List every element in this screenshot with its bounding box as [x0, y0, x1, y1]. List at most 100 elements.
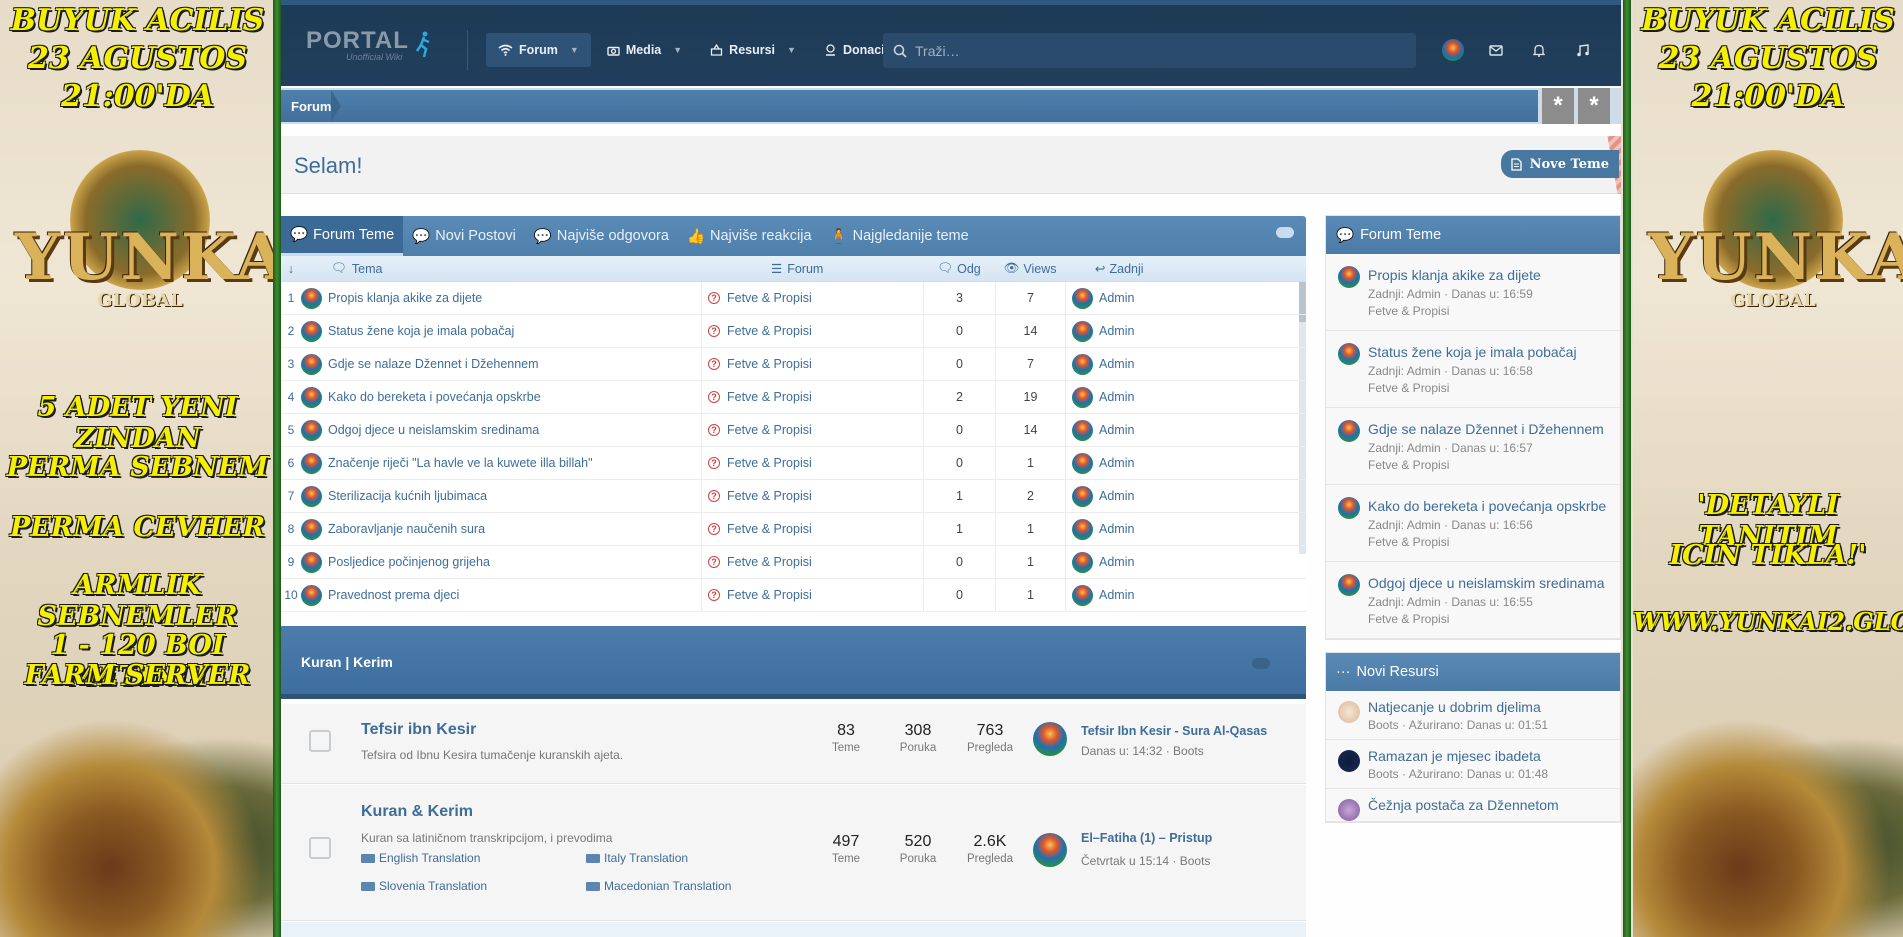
avatar[interactable] — [1033, 833, 1067, 867]
thread-forum[interactable]: Fetve & Propisi — [727, 456, 812, 470]
sublink-english[interactable]: English Translation — [361, 851, 480, 865]
thread-forum[interactable]: Fetve & Propisi — [727, 555, 812, 569]
sidebar-thread-title[interactable]: Odgoj djece u neislamskim sredinama — [1368, 575, 1605, 591]
sort-icon[interactable]: ↓ — [287, 261, 295, 276]
thread-forum[interactable]: Fetve & Propisi — [727, 390, 812, 404]
node-title[interactable]: Kuran & Kerim — [361, 803, 474, 820]
thread-title[interactable]: Pravednost prema djeci — [328, 588, 460, 602]
avatar[interactable] — [1033, 722, 1067, 756]
sublink-italy[interactable]: Italy Translation — [586, 851, 688, 865]
table-row[interactable]: 5 Odgoj djece u neislamskim sredinama? Fet… — [281, 414, 1306, 447]
tab-najvise-reakcija[interactable]: 👍 Najviše reakcija — [686, 228, 812, 245]
table-row[interactable]: 6 Značenje riječi "La havle ve la kuwete … — [281, 447, 1306, 480]
last-poster[interactable]: Admin — [1099, 291, 1135, 305]
thread-title[interactable]: Sterilizacija kućnih ljubimaca — [328, 489, 488, 503]
header-views[interactable]: 👁 Views — [1003, 261, 1057, 276]
thread-title[interactable]: Gdje se nalaze Džennet i Džehennem — [328, 357, 539, 371]
thread-forum[interactable]: Fetve & Propisi — [727, 489, 812, 503]
portal-logo[interactable]: PORTAL Unofficial Wiki — [306, 27, 430, 67]
avatar[interactable] — [1072, 551, 1093, 573]
table-row[interactable]: 7 Sterilizacija kućnih ljubimaca? Fetve & … — [281, 480, 1306, 513]
chevron-down-icon[interactable]: ▼ — [787, 45, 796, 55]
thread-title[interactable]: Zaboravljanje naučenih sura — [328, 522, 486, 536]
search-bar[interactable] — [883, 33, 1416, 68]
table-row[interactable]: 4 Kako do bereketa i povećanja opskrbe? Fe… — [281, 381, 1306, 414]
sidebar-thread-item[interactable]: Status žene koja je imala pobačaj Zadnji:… — [1326, 331, 1620, 408]
new-threads-button[interactable]: Nove Teme — [1500, 150, 1619, 178]
thread-forum[interactable]: Fetve & Propisi — [727, 588, 812, 602]
chevron-down-icon[interactable]: ▼ — [569, 45, 579, 55]
avatar[interactable] — [301, 452, 322, 474]
table-row[interactable]: 1 Propis klanja akike za dijete? Fetve & P… — [281, 282, 1306, 315]
header-zadnji[interactable]: ↩ Zadnji — [1095, 261, 1144, 277]
avatar[interactable] — [1072, 518, 1093, 540]
right-ad-banner[interactable]: BUYUK ACILIS 23 AGUSTOS 21:00'DA YUNKAI … — [1633, 0, 1903, 937]
last-poster[interactable]: Admin — [1099, 522, 1135, 536]
avatar[interactable] — [1072, 287, 1093, 309]
sidebar-resource-item[interactable]: Ramazan je mjesec ibadeta Boots · Ažurira… — [1326, 740, 1620, 789]
envelope-icon[interactable] — [1485, 39, 1507, 61]
music-icon[interactable] — [1571, 39, 1593, 61]
star-button-1[interactable]: * — [1542, 88, 1574, 124]
last-poster[interactable]: Admin — [1099, 489, 1135, 503]
category-collapse-toggle[interactable] — [1252, 658, 1270, 669]
sidebar-thread-forum[interactable]: Fetve & Propisi — [1368, 304, 1450, 318]
sidebar-thread-title[interactable]: Gdje se nalaze Džennet i Džehennem — [1368, 421, 1604, 437]
tab-najgledanije-teme[interactable]: 🧍 Najgledanije teme — [829, 228, 969, 245]
avatar[interactable] — [1072, 353, 1093, 375]
thread-title[interactable]: Propis klanja akike za dijete — [328, 291, 483, 305]
last-post-title[interactable]: Tefsir Ibn Kesir - Sura Al-Qasas — [1081, 724, 1268, 738]
table-scrollbar[interactable] — [1299, 282, 1306, 554]
avatar[interactable] — [301, 386, 322, 408]
sidebar-thread-title[interactable]: Propis klanja akike za dijete — [1368, 267, 1541, 283]
tab-forum-teme[interactable]: 💬 Forum Teme — [281, 216, 404, 256]
thread-title[interactable]: Posljedice počinjenog grijeha — [328, 555, 490, 569]
sidebar-thread-forum[interactable]: Fetve & Propisi — [1368, 535, 1450, 549]
last-poster[interactable]: Admin — [1099, 456, 1135, 470]
table-row[interactable]: 8 Zaboravljanje naučenih sura? Fetve & Pro… — [281, 513, 1306, 546]
bell-icon[interactable] — [1528, 39, 1550, 61]
thread-forum[interactable]: Fetve & Propisi — [727, 423, 812, 437]
last-poster[interactable]: Admin — [1099, 423, 1135, 437]
last-poster[interactable]: Admin — [1099, 588, 1135, 602]
avatar[interactable] — [301, 287, 322, 309]
thread-title[interactable]: Status žene koja je imala pobačaj — [328, 324, 515, 338]
avatar[interactable] — [301, 320, 322, 342]
sidebar-thread-forum[interactable]: Fetve & Propisi — [1368, 458, 1450, 472]
nav-donacije[interactable]: Donacije — [812, 33, 907, 67]
chevron-down-icon[interactable]: ▼ — [673, 45, 683, 55]
last-poster[interactable]: Admin — [1099, 324, 1135, 338]
nav-resursi[interactable]: Resursi ▼ — [698, 33, 808, 67]
table-row[interactable]: 2 Status žene koja je imala pobačaj? Fetve… — [281, 315, 1306, 348]
sidebar-resource-title[interactable]: Natjecanje u dobrim djelima — [1368, 699, 1541, 715]
thread-title[interactable]: Značenje riječi "La havle ve la kuwete i… — [328, 456, 593, 470]
sublink-slovenia[interactable]: Slovenia Translation — [361, 879, 487, 893]
thread-forum[interactable]: Fetve & Propisi — [727, 324, 812, 338]
sidebar-thread-item[interactable]: Kako do bereketa i povećanja opskrbe Zadn… — [1326, 485, 1620, 562]
category-title[interactable]: Kuran | Kerim — [301, 654, 393, 670]
last-poster[interactable]: Admin — [1099, 357, 1135, 371]
sidebar-resource-title[interactable]: Čežnja postača za Džennetom — [1368, 797, 1559, 813]
last-poster[interactable]: Admin — [1099, 390, 1135, 404]
sidebar-resource-item[interactable]: Čežnja postača za Džennetom — [1326, 789, 1620, 822]
tab-novi-postovi[interactable]: 💬 Novi Postovi — [412, 228, 516, 245]
nav-forum[interactable]: Forum ▼ — [486, 33, 591, 67]
thread-title[interactable]: Kako do bereketa i povećanja opskrbe — [328, 390, 541, 404]
sidebar-thread-forum[interactable]: Fetve & Propisi — [1368, 612, 1450, 626]
avatar[interactable] — [1338, 420, 1360, 442]
breadcrumb-forum[interactable]: Forum — [291, 98, 332, 114]
header-odg[interactable]: 🗨 Odg — [937, 261, 981, 276]
avatar[interactable] — [301, 485, 322, 507]
header-forum[interactable]: ☰ Forum — [771, 261, 824, 277]
last-post-title[interactable]: El–Fatiha (1) – Pristup — [1081, 831, 1213, 845]
thread-forum[interactable]: Fetve & Propisi — [727, 522, 812, 536]
avatar[interactable] — [1072, 452, 1093, 474]
sidebar-thread-title[interactable]: Kako do bereketa i povećanja opskrbe — [1368, 498, 1607, 514]
avatar[interactable] — [1338, 574, 1360, 596]
sidebar-resource-item[interactable]: Natjecanje u dobrim djelima Boots · Ažuri… — [1326, 691, 1620, 740]
avatar[interactable] — [301, 551, 322, 573]
sidebar-thread-title[interactable]: Status žene koja je imala pobačaj — [1368, 344, 1577, 360]
avatar[interactable] — [1338, 266, 1360, 288]
avatar[interactable] — [1072, 386, 1093, 408]
thread-title[interactable]: Odgoj djece u neislamskim sredinama — [328, 423, 540, 437]
